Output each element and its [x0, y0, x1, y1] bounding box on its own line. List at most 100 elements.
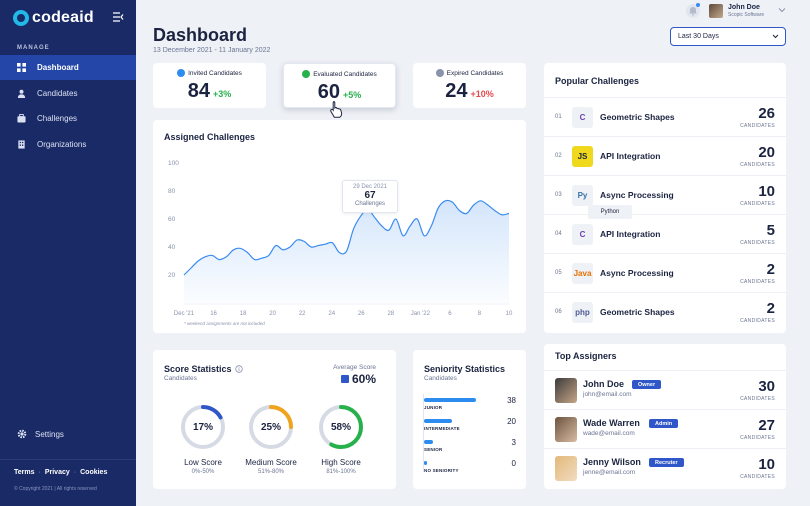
grid-icon — [17, 63, 26, 72]
challenge-name: Geometric Shapes — [600, 307, 675, 317]
stat-value-row: 60 +5% — [284, 81, 395, 104]
challenge-name: Async Processing — [600, 190, 674, 200]
section-label: MANAGE — [17, 45, 50, 51]
logo-text: codeaid — [32, 9, 94, 26]
check-circle-icon — [302, 70, 311, 78]
list-item[interactable]: John Doe Owner john@email.com 30 CANDIDATES — [544, 370, 786, 409]
assigner-name: John Doe — [583, 379, 625, 389]
list-item[interactable]: 03 Py Async Processing 10 CANDIDATES — [544, 175, 786, 214]
list-item[interactable]: 01 C Geometric Shapes 26 CANDIDATES — [544, 97, 786, 136]
x-tick-label: 26 — [358, 311, 365, 317]
stat-card-invited[interactable]: Invited Candidates 84 +3% — [153, 63, 266, 108]
ring-label: Low Score — [184, 458, 222, 467]
sidebar-item-label: Candidates — [37, 89, 78, 98]
stat-value: 84 — [187, 80, 210, 102]
logo[interactable]: codeaid — [13, 9, 94, 27]
user-name[interactable]: John Doe — [728, 4, 760, 11]
challenge-name: Async Processing — [600, 268, 674, 278]
footer-links: Terms · Privacy · Cookies — [14, 469, 107, 476]
stat-label-row: Evaluated Candidates — [284, 70, 395, 78]
cookies-link[interactable]: Cookies — [80, 469, 108, 476]
x-tick-label: 8 — [478, 311, 482, 317]
avatar[interactable] — [709, 4, 723, 18]
sidebar-item-organizations[interactable]: Organizations — [0, 132, 136, 157]
list-item[interactable]: 06 php Geometric Shapes 2 CANDIDATES — [544, 292, 786, 331]
candidate-count: 2 — [766, 261, 775, 278]
stat-value: 24 — [445, 80, 468, 102]
assigner-email: john@email.com — [583, 391, 632, 398]
assigner-email: wade@email.com — [583, 430, 635, 437]
x-tick-label: 22 — [299, 311, 306, 317]
stat-card-expired[interactable]: Expired Candidates 24 +10% — [413, 63, 526, 108]
seniority-label: NO SENIORITY — [424, 468, 459, 473]
divider — [0, 459, 136, 460]
collapse-menu-icon[interactable] — [112, 12, 124, 22]
stat-card-evaluated[interactable]: Evaluated Candidates 60 +5% — [283, 63, 396, 108]
candidate-count: 10 — [758, 456, 775, 473]
assigner-email: jenne@email.com — [583, 469, 636, 476]
stat-label-row: Invited Candidates — [153, 69, 266, 77]
role-badge: Admin — [649, 419, 679, 428]
chart-footnote: * weekend assignments are not included — [184, 321, 265, 326]
terms-link[interactable]: Terms — [14, 469, 35, 476]
ring-chart — [181, 405, 225, 449]
hand-cursor-icon — [330, 101, 343, 118]
avatar — [555, 456, 577, 481]
date-filter-value: Last 30 Days — [678, 33, 719, 40]
sidebar-item-settings[interactable]: Settings — [17, 429, 64, 439]
x-tick-label: Dec '21 — [174, 311, 195, 317]
sidebar-item-challenges[interactable]: Challenges — [0, 106, 136, 131]
average-score-value: 60% — [340, 372, 376, 386]
avatar — [555, 417, 577, 442]
score-statistics-card: Score Statistics Candidates Average Scor… — [153, 350, 396, 489]
bell-icon[interactable] — [686, 4, 700, 18]
list-item[interactable]: Jenny Wilson Recruter jenne@email.com 10 CAN… — [544, 448, 786, 487]
user-icon — [17, 89, 26, 98]
count-label: CANDIDATES — [740, 318, 775, 324]
seniority-label: INTERMEDIATE — [424, 426, 460, 431]
y-tick-label: 40 — [168, 244, 176, 251]
count-label: CANDIDATES — [740, 474, 775, 480]
sidebar: codeaid MANAGE Dashboard Candidates Chal… — [0, 0, 136, 506]
date-range: 13 December 2021 - 11 January 2022 — [153, 47, 271, 54]
section-title: Top Assigners — [555, 351, 617, 361]
x-tick-label: 20 — [269, 311, 276, 317]
sidebar-item-label: Challenges — [37, 114, 78, 123]
stat-value: 60 — [317, 81, 340, 103]
challenge-name: API Integration — [600, 151, 661, 161]
rank-number: 04 — [555, 231, 562, 237]
logo-icon — [13, 10, 29, 26]
ring-value: 58% — [330, 421, 351, 433]
ring-range: 51%-80% — [257, 469, 284, 475]
date-filter-select[interactable]: Last 30 Days — [670, 27, 786, 46]
popular-challenges-card: Popular Challenges 01 C Geometric Shapes 26… — [544, 63, 786, 333]
seniority-label: JUNIOR — [424, 405, 443, 410]
count-label: CANDIDATES — [740, 162, 775, 168]
list-item[interactable]: Wade Warren Admin wade@email.com 27 CANDIDAT… — [544, 409, 786, 448]
stat-value-row: 84 +3% — [153, 80, 266, 103]
assigner-name: Jenny Wilson — [583, 457, 641, 467]
chart-icon — [340, 375, 349, 383]
separator: · — [38, 469, 41, 476]
tooltip-date: 29 Dec 2021 — [352, 184, 388, 190]
sidebar-item-candidates[interactable]: Candidates — [0, 81, 136, 106]
chart-title: Assigned Challenges — [164, 132, 256, 142]
list-item[interactable]: 05 Java Async Processing 2 CANDIDATES — [544, 253, 786, 292]
privacy-link[interactable]: Privacy — [44, 469, 70, 476]
building-icon — [18, 140, 25, 149]
list-item[interactable]: 02 JS API Integration 20 CANDIDATES — [544, 136, 786, 175]
chevron-down-icon[interactable] — [778, 7, 786, 13]
list-item[interactable]: 04 C API Integration 5 CANDIDATES — [544, 214, 786, 253]
ring-chart — [249, 405, 293, 449]
x-tick-label: 24 — [328, 311, 335, 317]
x-tick-label: Jan '22 — [411, 311, 431, 317]
average-score-label: Average Score — [333, 364, 376, 371]
score-ring: 25% — [247, 403, 295, 451]
ring-value: 17% — [192, 421, 213, 433]
seniority-label: SENIOR — [424, 447, 443, 452]
ring-value: 25% — [260, 421, 281, 433]
info-icon[interactable] — [235, 365, 243, 373]
separator: · — [73, 469, 77, 476]
rank-number: 06 — [555, 309, 562, 315]
sidebar-item-dashboard[interactable]: Dashboard — [0, 55, 136, 80]
